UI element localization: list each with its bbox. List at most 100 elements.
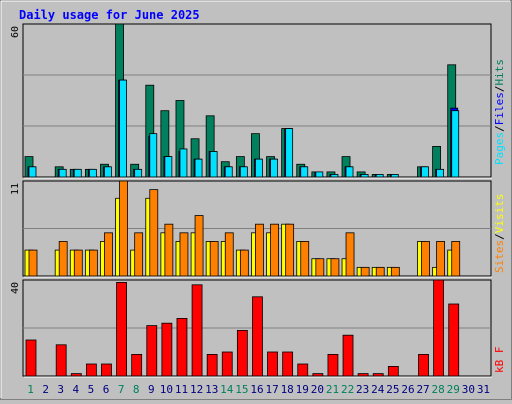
- bar-sites-day-27: [421, 241, 430, 277]
- legend-part-1-1: /: [493, 125, 506, 132]
- bar-sites-day-7: [119, 180, 128, 277]
- bar-pages-day-24: [375, 174, 384, 178]
- bar-kbytes-day-14: [221, 351, 233, 377]
- bar-pages-day-20: [315, 171, 324, 178]
- bar-pages-day-23: [360, 174, 369, 178]
- bar-kbytes-day-20: [312, 373, 324, 377]
- x-tick-label-day-15: 15: [235, 383, 248, 396]
- x-tick-label-day-19: 19: [296, 383, 309, 396]
- x-tick-label-day-16: 16: [250, 383, 263, 396]
- bar-pages-day-11: [179, 148, 188, 178]
- bar-sites-day-12: [194, 215, 204, 277]
- bar-kbytes-day-15: [236, 329, 248, 377]
- legend-hits-files-pages: Pages/Files/Hits: [493, 59, 506, 165]
- bar-pages-day-6: [104, 166, 112, 178]
- bar-kbytes-day-9: [146, 325, 158, 377]
- x-tick-label-day-28: 28: [432, 383, 445, 396]
- bar-sites-day-9: [149, 189, 159, 277]
- x-tick-label-day-5: 5: [88, 383, 95, 396]
- bar-kbytes-day-6: [101, 363, 112, 377]
- x-tick-label-day-30: 30: [462, 383, 475, 396]
- legend-part-1-4: Hits: [493, 59, 506, 86]
- legend-text-1: Pages/Files/Hits: [493, 59, 506, 165]
- x-tick-label-day-18: 18: [281, 383, 294, 396]
- x-tick-label-day-22: 22: [341, 383, 354, 396]
- bar-pages-day-5: [88, 168, 97, 178]
- x-tick-label-day-24: 24: [371, 383, 385, 396]
- bar-pages-day-8: [134, 168, 143, 178]
- bar-sites-day-29: [451, 241, 461, 277]
- bar-pages-day-1: [28, 166, 37, 178]
- x-tick-label-day-7: 7: [118, 383, 125, 396]
- x-tick-label-day-4: 4: [73, 383, 80, 396]
- bar-sites-day-13: [209, 241, 219, 277]
- bar-sites-day-18: [285, 223, 295, 277]
- x-tick-label-day-27: 27: [416, 383, 429, 396]
- bar-sites-day-15: [239, 249, 249, 277]
- bar-pages-day-16: [255, 158, 263, 178]
- legend-visits-sites: Sites/Visits: [493, 194, 506, 274]
- bar-kbytes-day-27: [418, 353, 429, 377]
- bar-sites-day-22: [345, 232, 355, 277]
- legend-text-2: Sites/Visits: [493, 194, 506, 274]
- x-tick-label-day-1: 1: [27, 383, 34, 396]
- bar-pages-day-7: [119, 79, 127, 178]
- bar-kbytes-day-1: [25, 339, 37, 377]
- x-tick-label-day-6: 6: [103, 383, 110, 396]
- bar-kbytes-day-21: [327, 353, 339, 377]
- x-tick-label-day-2: 2: [42, 383, 49, 396]
- bar-kbytes-day-24: [372, 373, 384, 377]
- x-tick-label-day-21: 21: [326, 383, 339, 396]
- bar-sites-day-28: [436, 241, 446, 277]
- legend-part-2-2: Visits: [493, 194, 506, 234]
- x-tick-label-day-13: 13: [205, 383, 218, 396]
- x-tick-label-day-25: 25: [386, 383, 399, 396]
- bar-pages-day-28: [436, 168, 445, 178]
- bar-sites-day-19: [300, 241, 310, 277]
- bar-pages-day-19: [300, 166, 309, 178]
- legend-part-1-3: /: [493, 86, 506, 93]
- bar-sites-day-23: [360, 266, 370, 277]
- bar-pages-day-18: [285, 128, 294, 178]
- x-tick-label-day-8: 8: [133, 383, 140, 396]
- bar-kbytes-day-7: [116, 281, 127, 377]
- bar-kbytes-day-23: [357, 373, 369, 377]
- bar-kbytes-day-29: [448, 303, 460, 377]
- bar-sites-day-17: [270, 223, 279, 277]
- chart-title: Daily usage for June 2025: [19, 8, 200, 22]
- bar-sites-day-8: [134, 232, 144, 277]
- bar-pages-day-27: [421, 166, 429, 178]
- x-tick-label-day-10: 10: [160, 383, 173, 396]
- x-tick-label-day-9: 9: [148, 383, 155, 396]
- x-tick-label-day-20: 20: [311, 383, 324, 396]
- x-tick-label-day-3: 3: [57, 383, 64, 396]
- legend-kbytes: kB F: [493, 347, 506, 374]
- bar-pages-day-29: [451, 110, 460, 178]
- bar-sites-day-4: [73, 249, 83, 277]
- x-tick-label-day-11: 11: [175, 383, 188, 396]
- bar-kbytes-day-19: [297, 363, 309, 377]
- y-max-label-hits-files-pages: 60: [10, 26, 21, 38]
- bar-kbytes-day-12: [191, 284, 203, 377]
- y-max-label-kbytes: 40: [10, 282, 21, 294]
- bar-pages-day-25: [390, 174, 399, 178]
- bar-pages-day-21: [330, 174, 339, 178]
- bar-kbytes-day-8: [131, 353, 143, 377]
- x-tick-label-day-12: 12: [190, 383, 203, 396]
- x-tick-label-day-17: 17: [265, 383, 278, 396]
- bar-kbytes-day-25: [387, 365, 399, 377]
- bar-kbytes-day-13: [206, 353, 218, 377]
- bar-kbytes-day-4: [70, 373, 82, 377]
- bar-sites-day-24: [375, 266, 385, 277]
- bar-pages-day-17: [270, 158, 278, 178]
- x-tick-label-day-14: 14: [220, 383, 234, 396]
- legend-part-1-2: Files: [493, 92, 506, 125]
- bar-sites-day-5: [88, 249, 98, 277]
- bar-sites-day-25: [390, 266, 400, 277]
- bar-sites-day-6: [104, 232, 113, 277]
- bar-sites-day-21: [330, 258, 340, 277]
- bar-kbytes-day-17: [267, 351, 278, 377]
- bar-sites-day-16: [255, 223, 264, 277]
- bar-kbytes-day-28: [433, 279, 445, 377]
- bar-sites-day-1: [28, 249, 38, 277]
